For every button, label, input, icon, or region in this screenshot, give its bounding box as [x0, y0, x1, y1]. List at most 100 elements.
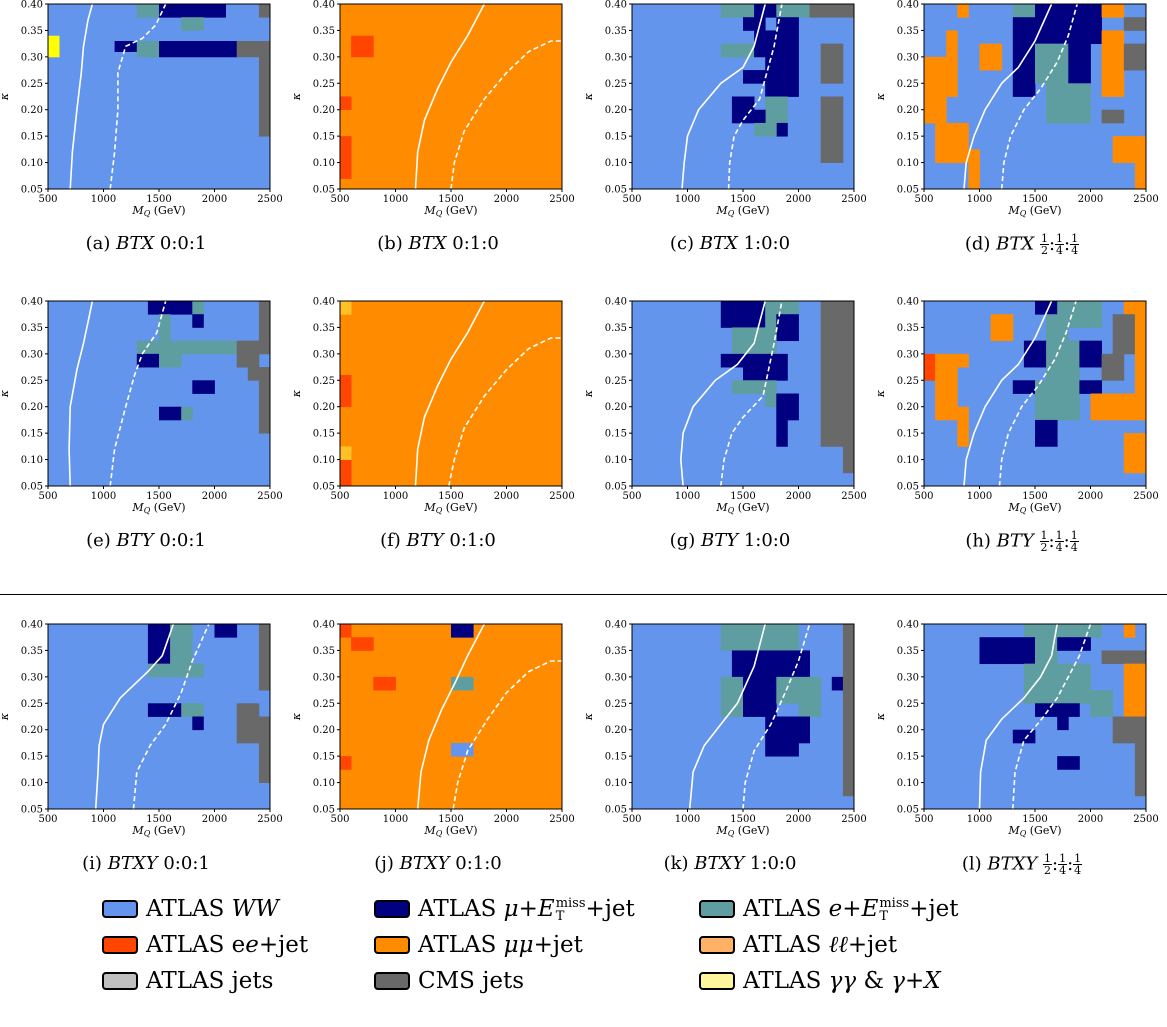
- x-tick-label: 1000: [383, 814, 408, 825]
- x-tick-label: 1000: [675, 814, 700, 825]
- heatmap-cell: [776, 122, 788, 137]
- heatmap-cell: [373, 676, 396, 691]
- caption-model: BTY: [700, 530, 739, 551]
- x-tick-label: 2500: [257, 814, 282, 825]
- heatmap-cell: [192, 716, 204, 731]
- heatmap-cell: [258, 56, 270, 137]
- x-tick-label: 1000: [675, 491, 700, 502]
- x-tick-label: 500: [914, 194, 933, 205]
- heatmap-cell: [1046, 340, 1080, 381]
- y-tick-label: 0.15: [313, 132, 335, 143]
- heatmap-svg-j: 500 1000 1500 2000 2500 0.05 0.10 0.15 0.20 0.25 0…: [290, 620, 575, 839]
- heatmap-cell: [351, 637, 374, 651]
- caption-prefix: (h): [965, 530, 997, 552]
- heatmap-cell: [181, 406, 193, 421]
- y-tick-label: 0.25: [313, 79, 335, 90]
- x-tick-label: 500: [38, 194, 57, 205]
- heatmap-cell: [820, 96, 844, 163]
- heatmap-cell: [957, 406, 969, 447]
- x-tick-label: 2000: [1078, 491, 1103, 502]
- heatmap-cell: [979, 43, 1003, 71]
- heatmap-cell: [340, 96, 352, 111]
- caption-prefix: (g): [669, 530, 701, 551]
- heatmap-cell: [340, 446, 352, 460]
- heatmap-cell: [809, 4, 854, 18]
- heatmap-cell: [776, 419, 788, 447]
- heatmap-cell: [935, 122, 969, 163]
- y-tick-label: 0.40: [605, 297, 627, 308]
- caption-ratio: 1:0:0: [737, 233, 791, 254]
- panel-l: 500 1000 1500 2000 2500 0.05 0.10 0.15 0.20 0.25 0…: [874, 620, 1167, 920]
- x-axis-label: MQ (GeV): [131, 501, 185, 515]
- exclusion-curve-dashed: [998, 301, 1077, 486]
- panel-c: 500 1000 1500 2000 2500 0.05 0.10 0.15 0.20 0.25 0…: [582, 0, 876, 300]
- caption-e: (e) BTY 0:0:1: [0, 530, 292, 551]
- heatmap-area: [632, 624, 854, 809]
- x-tick-label: 2000: [202, 491, 227, 502]
- x-axis-label: MQ (GeV): [715, 501, 769, 515]
- y-tick-label: 0.15: [605, 132, 627, 143]
- exclusion-curve-solid: [978, 624, 1058, 809]
- heatmap-svg-i: 500 1000 1500 2000 2500 0.05 0.10 0.15 0.20 0.25 0…: [0, 620, 283, 839]
- heatmap-cell: [743, 70, 766, 84]
- y-tick-label: 0.15: [605, 752, 627, 763]
- x-tick-label: 2000: [1078, 814, 1103, 825]
- y-tick-label: 0.40: [21, 0, 43, 11]
- heatmap-cell: [798, 676, 822, 717]
- y-tick-label: 0.30: [21, 349, 43, 360]
- legend-swatch: [699, 972, 735, 990]
- x-tick-label: 2500: [549, 814, 574, 825]
- x-tick-label: 2500: [257, 491, 282, 502]
- heatmap-svg-d: 500 1000 1500 2000 2500 0.05 0.10 0.15 0.20 0.25 0…: [874, 0, 1159, 218]
- y-tick-label: 0.30: [605, 52, 627, 63]
- heatmap-cell: [1035, 43, 1069, 84]
- exclusion-curve-dashed: [1012, 624, 1092, 809]
- heatmap-cell: [1035, 380, 1080, 421]
- heatmap-cell: [842, 624, 854, 797]
- y-tick-label: 0.20: [897, 402, 919, 413]
- y-tick-label: 0.05: [313, 482, 335, 493]
- legend-swatch: [102, 936, 138, 954]
- x-tick-label: 1000: [91, 194, 116, 205]
- heatmap-cell: [946, 30, 958, 97]
- exclusion-curve-solid: [94, 624, 175, 809]
- heatmap-area: [632, 4, 854, 189]
- exclusion-curve-dashed: [450, 40, 562, 189]
- caption-model: BTY: [116, 530, 154, 551]
- heatmap-cell: [1123, 17, 1146, 31]
- x-axis-label: MQ (GeV): [423, 824, 477, 838]
- y-tick-label: 0.40: [21, 297, 43, 308]
- y-tick-label: 0.30: [897, 349, 919, 360]
- heatmap-cell: [1023, 340, 1047, 368]
- caption-model: BTX: [996, 233, 1035, 255]
- y-tick-label: 0.20: [313, 725, 335, 736]
- y-tick-label: 0.35: [21, 323, 43, 334]
- y-tick-label: 0.40: [897, 0, 919, 11]
- y-tick-label: 0.20: [313, 105, 335, 116]
- heatmap-cell: [1057, 716, 1069, 731]
- heatmap-cell: [192, 301, 204, 315]
- caption-prefix: (e): [86, 530, 117, 551]
- y-tick-label: 0.25: [897, 699, 919, 710]
- heatmap-cell: [351, 35, 374, 58]
- heatmap-cell: [743, 353, 788, 381]
- heatmap-cell: [924, 56, 947, 124]
- x-tick-label: 1500: [146, 194, 171, 205]
- y-tick-label: 0.20: [313, 402, 335, 413]
- panel-a: 500 1000 1500 2000 2500 0.05 0.10 0.15 0.20 0.25 0…: [0, 0, 292, 300]
- x-tick-label: 1000: [383, 491, 408, 502]
- heatmap-area: [48, 4, 270, 189]
- y-tick-label: 0.10: [21, 455, 43, 466]
- y-axis-label: κ: [290, 389, 303, 398]
- y-tick-label: 0.20: [897, 105, 919, 116]
- heatmap-cell: [1112, 314, 1136, 355]
- caption-prefix: (b): [377, 233, 409, 254]
- y-tick-label: 0.20: [21, 725, 43, 736]
- heatmap-cell: [1101, 624, 1125, 638]
- exclusion-curve-dashed: [109, 301, 167, 486]
- y-tick-label: 0.35: [313, 26, 335, 37]
- panel-e: 500 1000 1500 2000 2500 0.05 0.10 0.15 0.20 0.25 0…: [0, 297, 292, 597]
- y-tick-label: 0.15: [897, 132, 919, 143]
